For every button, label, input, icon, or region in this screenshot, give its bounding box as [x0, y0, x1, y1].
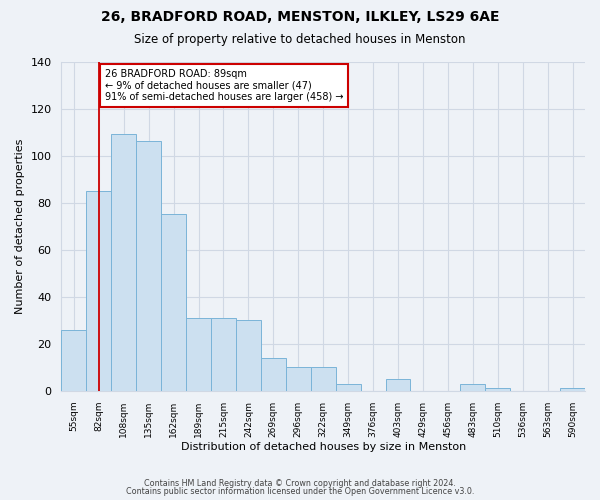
Text: Contains HM Land Registry data © Crown copyright and database right 2024.: Contains HM Land Registry data © Crown c… — [144, 478, 456, 488]
Bar — [236, 320, 261, 391]
Bar — [261, 358, 286, 391]
Bar — [61, 330, 86, 391]
Bar — [161, 214, 186, 391]
Text: 26 BRADFORD ROAD: 89sqm
← 9% of detached houses are smaller (47)
91% of semi-det: 26 BRADFORD ROAD: 89sqm ← 9% of detached… — [105, 68, 344, 102]
Y-axis label: Number of detached properties: Number of detached properties — [15, 138, 25, 314]
Bar — [211, 318, 236, 391]
Bar — [136, 142, 161, 391]
Bar — [335, 384, 361, 391]
Bar — [386, 379, 410, 391]
Text: Size of property relative to detached houses in Menston: Size of property relative to detached ho… — [134, 32, 466, 46]
Bar — [111, 134, 136, 391]
Bar — [186, 318, 211, 391]
Text: Contains public sector information licensed under the Open Government Licence v3: Contains public sector information licen… — [126, 487, 474, 496]
Text: 26, BRADFORD ROAD, MENSTON, ILKLEY, LS29 6AE: 26, BRADFORD ROAD, MENSTON, ILKLEY, LS29… — [101, 10, 499, 24]
Bar — [311, 368, 335, 391]
Bar — [460, 384, 485, 391]
Bar — [286, 368, 311, 391]
X-axis label: Distribution of detached houses by size in Menston: Distribution of detached houses by size … — [181, 442, 466, 452]
Bar — [560, 388, 585, 391]
Bar — [485, 388, 510, 391]
Bar — [86, 191, 111, 391]
